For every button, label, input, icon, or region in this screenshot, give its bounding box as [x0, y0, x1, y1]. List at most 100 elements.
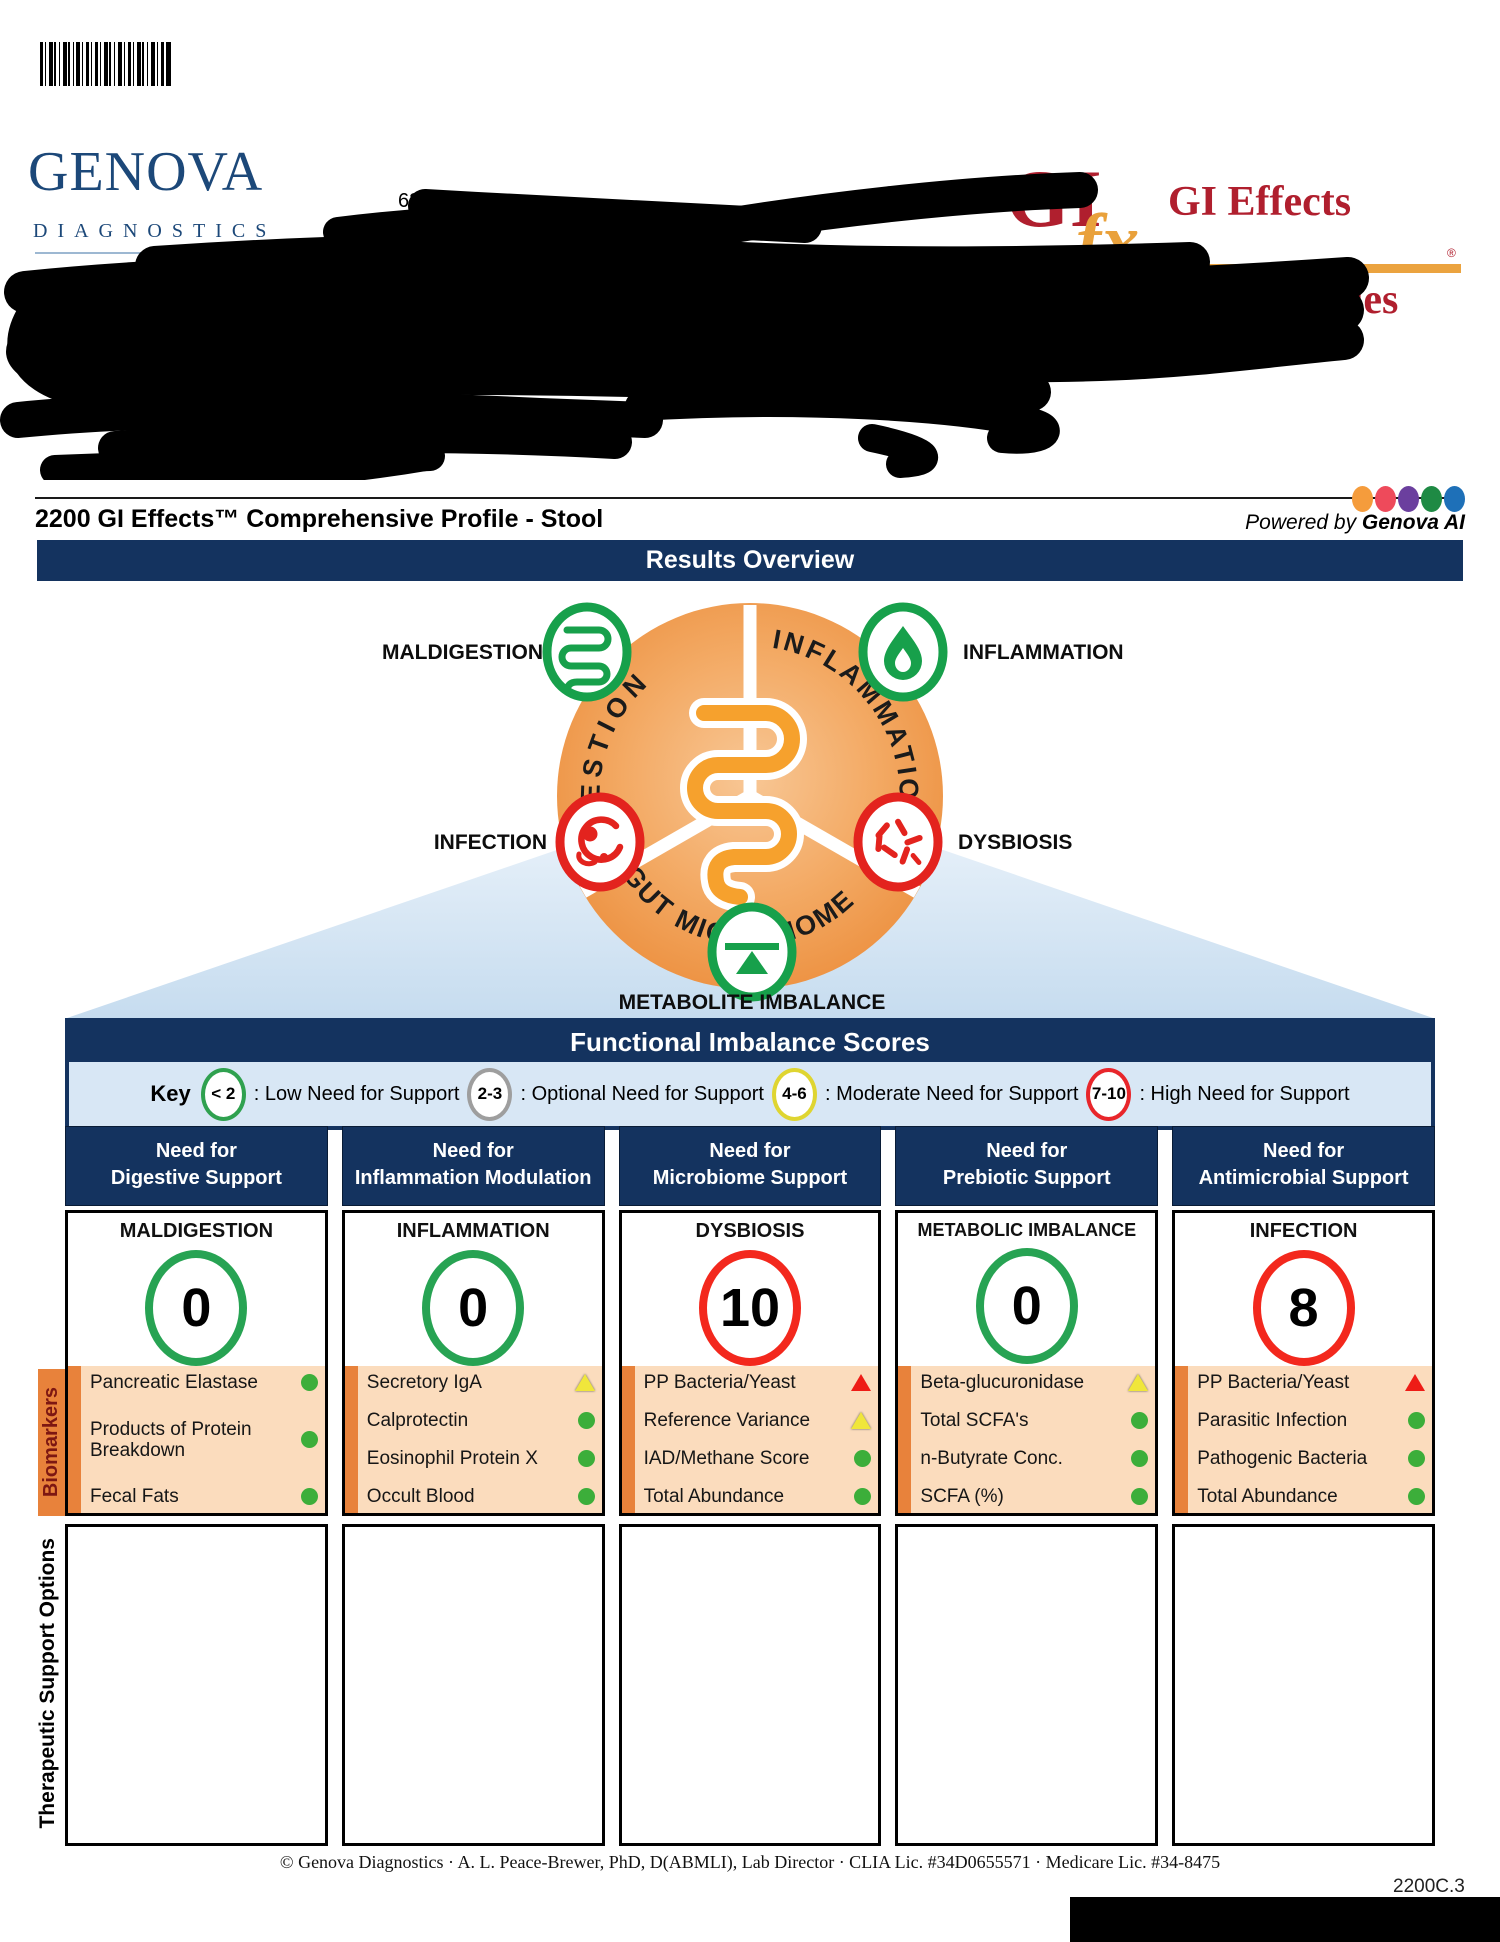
score-value: 0 — [181, 1278, 212, 1338]
therapeutic-box — [1172, 1524, 1435, 1846]
node-label-maldigestion: MALDIGESTION — [382, 641, 543, 664]
column-header-line1: Need for — [986, 1140, 1068, 1162]
biomarker-row: IAD/Methane Score — [644, 1448, 872, 1469]
status-indicator — [1131, 1412, 1149, 1429]
footer-copyright: © Genova Diagnostics · A. L. Peace-Brewe… — [279, 1852, 1221, 1872]
genova-logo-tagline: DIAGNOSTICS — [33, 220, 277, 242]
score-circle: 0 — [975, 1248, 1078, 1364]
score-circle: 10 — [698, 1250, 801, 1366]
biomarker-label: Pathogenic Bacteria — [1197, 1448, 1368, 1469]
barcode-image — [40, 42, 171, 86]
fis-columns: Need for Digestive Support MALDIGESTION … — [65, 1126, 1435, 1846]
biomarker-label: Total Abundance — [643, 1486, 785, 1507]
biomarker-row: PP Bacteria/Yeast — [1197, 1372, 1425, 1393]
biomarker-row: Secretory IgA — [367, 1372, 595, 1393]
genova-logo: GENOVA — [28, 141, 264, 203]
key-badge-low: < 2 — [200, 1067, 246, 1121]
biomarker-label: Products of Protein Breakdown — [90, 1418, 252, 1461]
key-desc-high: : High Need for Support — [1139, 1082, 1350, 1105]
biomarker-row: Total SCFA's — [920, 1410, 1149, 1431]
category-title: METABOLIC IMBALANCE — [917, 1220, 1137, 1240]
fis-column-digestive: Need for Digestive Support MALDIGESTION … — [65, 1126, 328, 1846]
status-indicator — [1131, 1488, 1149, 1505]
gifx-logo-title1: GI Effects — [1168, 179, 1352, 225]
status-indicator — [577, 1412, 595, 1429]
category-title: MALDIGESTION — [119, 1220, 274, 1242]
column-header-line2: Prebiotic Support — [942, 1167, 1111, 1189]
therapeutic-box — [895, 1524, 1159, 1846]
lab-address-line1: 63 — [398, 190, 421, 212]
powered-by: Powered by Genova AI — [1245, 511, 1465, 535]
accent-dot-red — [1375, 486, 1396, 512]
biomarker-row: Parasitic Infection — [1197, 1410, 1425, 1431]
column-header: Need for Inflammation Modulation — [341, 1126, 605, 1206]
biomarker-list: PP Bacteria/Yeast Reference Variance IAD… — [621, 1366, 879, 1513]
biomarker-label: SCFA (%) — [920, 1486, 1004, 1507]
fis-column-prebiotic: Need for Prebiotic Support METABOLIC IMB… — [895, 1126, 1159, 1846]
status-indicator — [300, 1374, 318, 1391]
column-header-line2: Microbiome Support — [652, 1167, 848, 1189]
brand-dot-orange — [252, 244, 271, 263]
page-title: 2200 GI Effects™ Comprehensive Profile -… — [35, 505, 604, 533]
lab-address-line2: Asheville, NC — [404, 220, 525, 242]
powered-by-prefix: Powered by — [1245, 511, 1362, 534]
biomarker-label: Fecal Fats — [90, 1486, 179, 1507]
biomarker-list: PP Bacteria/Yeast Parasitic Infection Pa… — [1175, 1366, 1432, 1513]
score-circle: 0 — [422, 1250, 525, 1366]
biomarker-row: Total Abundance — [1197, 1486, 1425, 1507]
column-header-line2: Digestive Support — [110, 1167, 282, 1189]
sidebar-tab-biomarkers-label: Biomarkers — [40, 1387, 62, 1498]
score-box: METABOLIC IMBALANCE 0 Beta-glucuronidase… — [895, 1210, 1159, 1516]
status-indicator — [1407, 1412, 1425, 1429]
biomarker-label: Beta-glucuronidase — [920, 1372, 1085, 1393]
category-title: INFECTION — [1249, 1220, 1358, 1242]
biomarker-list: Pancreatic Elastase Products of Protein … — [68, 1366, 325, 1513]
status-indicator — [577, 1488, 595, 1505]
score-box: INFECTION 8 PP Bacteria/Yeast Parasitic … — [1172, 1210, 1435, 1516]
sidebar-tab-therapeutic: Therapeutic Support Options — [33, 1524, 63, 1842]
brand-dot-blue — [344, 244, 363, 263]
biomarker-label: Total SCFA's — [920, 1410, 1029, 1431]
gifx-logo-bar — [1003, 264, 1461, 273]
sidebar-tab-therapeutic-label: Therapeutic Support Options — [36, 1537, 59, 1829]
biomarker-row: Products of Protein Breakdown — [90, 1419, 318, 1461]
score-value: 10 — [719, 1278, 781, 1338]
node-label-dysbiosis: DYSBIOSIS — [958, 831, 1072, 854]
biomarker-label: Eosinophil Protein X — [366, 1448, 538, 1469]
biomarker-label: Reference Variance — [643, 1410, 811, 1431]
category-title: INFLAMMATION — [396, 1220, 550, 1242]
biomarker-label: Secretory IgA — [366, 1372, 482, 1393]
sidebar-tab-biomarkers: Biomarkers — [38, 1369, 65, 1516]
column-header: Need for Prebiotic Support — [895, 1126, 1159, 1206]
accent-dot-blue — [1444, 486, 1465, 512]
biomarker-label: Total Abundance — [1197, 1486, 1338, 1507]
biomarker-row: Pancreatic Elastase — [90, 1372, 318, 1393]
accent-dot-green — [1421, 486, 1442, 512]
fis-column-antimicrobial: Need for Antimicrobial Support INFECTION… — [1172, 1126, 1435, 1846]
fis-section-header: Functional Imbalance Scores Key < 2 : Lo… — [65, 1018, 1435, 1130]
status-indicator — [851, 1374, 872, 1391]
biomarker-row: Fecal Fats — [90, 1486, 318, 1507]
column-header-line1: Need for — [155, 1140, 237, 1162]
biomarker-list: Secretory IgA Calprotectin Eosinophil Pr… — [344, 1366, 602, 1513]
logo-divider — [35, 252, 368, 254]
biomarker-label: IAD/Methane Score — [643, 1448, 810, 1469]
fis-column-microbiome: Need for Microbiome Support DYSBIOSIS 10… — [618, 1126, 882, 1846]
biomarker-row: Pathogenic Bacteria — [1197, 1448, 1425, 1469]
biomarker-row: Occult Blood — [367, 1486, 595, 1507]
form-code: 2200C.3 — [1393, 1876, 1465, 1897]
biomarker-row: SCFA (%) — [920, 1486, 1149, 1507]
key-badge-moderate: 4-6 — [771, 1067, 817, 1121]
biomarker-row: Reference Variance — [644, 1410, 872, 1431]
status-indicator — [574, 1374, 595, 1391]
status-indicator — [300, 1431, 318, 1448]
status-indicator — [854, 1450, 872, 1467]
status-indicator — [854, 1488, 872, 1505]
score-circle: 8 — [1252, 1250, 1355, 1366]
column-header: Need for Microbiome Support — [618, 1126, 882, 1206]
key-desc-optional: : Optional Need for Support — [520, 1082, 764, 1105]
results-overview-diagram: DIGESTION INFLAMMATION GUT MICROBIOME — [67, 602, 1433, 1018]
intestine-icon — [542, 602, 632, 702]
biomarker-label: Occult Blood — [366, 1486, 475, 1507]
